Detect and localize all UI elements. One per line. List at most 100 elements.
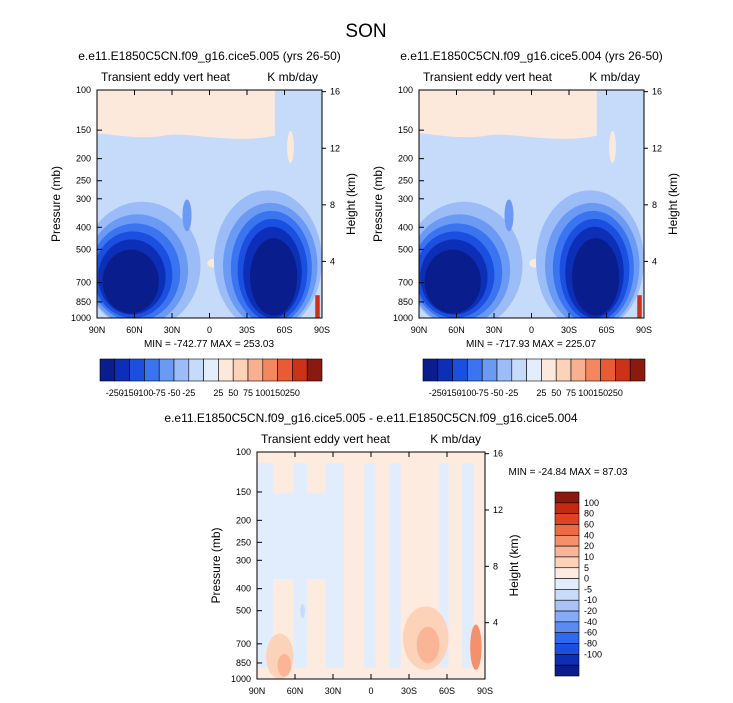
x-tick-label: 60N [287, 686, 304, 696]
colorbar-label: -25 [182, 388, 195, 398]
panel-subtitle-right: K mb/day [589, 70, 640, 84]
panel-title: e.e11.E1850C5CN.f09_g16.cice5.005 - e.e1… [164, 411, 578, 425]
colorbar-label: -40 [584, 617, 597, 627]
height-tick-label: 16 [330, 87, 340, 97]
colorbar-label: -20 [584, 606, 597, 616]
y-tick-label: 850 [398, 297, 413, 307]
height-tick-label: 16 [652, 87, 662, 97]
panel-subtitle-left: Transient eddy vert heat [261, 432, 391, 446]
colorbar-label: 60 [584, 519, 594, 529]
colorbar-swatch [585, 358, 601, 382]
colorbar-label: -150 [121, 388, 139, 398]
x-tick-label: 30N [325, 686, 342, 696]
x-tick-label: 90S [314, 325, 330, 335]
y-tick-label: 500 [398, 244, 413, 254]
x-tick-label: 30N [164, 325, 181, 335]
colorbar-swatch [554, 664, 580, 677]
height-tick-label: 4 [652, 256, 657, 266]
contour-field [257, 452, 485, 679]
x-tick-label: 0 [529, 325, 534, 335]
colorbar-label: -100 [135, 388, 153, 398]
x-tick-label: 90S [477, 686, 493, 696]
colorbar-swatch [554, 545, 580, 558]
colorbar-swatch [554, 578, 580, 590]
colorbar-swatch [554, 502, 580, 514]
colorbar-label: 80 [584, 509, 594, 519]
height-tick-label: 8 [493, 561, 498, 571]
y-tick-label: 850 [76, 297, 91, 307]
y-tick-label: 400 [76, 222, 91, 232]
colorbar-label: -250 [106, 388, 124, 398]
y-tick-label: 250 [76, 176, 91, 186]
colorbar-label: 150 [593, 388, 608, 398]
colorbar-swatch [203, 358, 219, 382]
colorbar-swatch [292, 358, 308, 382]
colorbar-label: -5 [584, 584, 592, 594]
x-tick-label: 0 [368, 686, 373, 696]
colorbar-label: -25 [505, 388, 518, 398]
y-axis-label-right: Height (km) [344, 173, 358, 235]
colorbar: -250-150-100 -75 -50 -25 25 50 75 100 150 250 [422, 358, 646, 398]
colorbar-swatch [467, 358, 483, 382]
height-tick-label: 12 [330, 143, 340, 153]
y-tick-label: 100 [398, 85, 413, 95]
y-tick-label: 300 [398, 194, 413, 204]
colorbar-swatch [554, 513, 580, 525]
x-tick-label: 60N [448, 325, 465, 335]
panel-2: e.e11.E1850C5CN.f09_g16.cice5.004 (yrs 2… [371, 49, 680, 398]
contour-field [419, 90, 644, 318]
colorbar-swatch [144, 358, 160, 382]
colorbar-swatch [600, 358, 616, 382]
colorbar: -250-150-100 -75 -50 -25 25 50 75 100 150 250 [99, 358, 323, 398]
panel-subtitle-left: Transient eddy vert heat [423, 70, 553, 84]
height-tick-label: 4 [493, 618, 498, 628]
colorbar-swatch [496, 358, 513, 382]
colorbar-label: 5 [584, 563, 589, 573]
colorbar-swatch [554, 567, 580, 579]
y-tick-label: 100 [236, 447, 251, 457]
colorbar-swatch [629, 358, 646, 382]
colorbar-label: -250 [429, 388, 447, 398]
x-tick-label: 90N [411, 325, 428, 335]
y-tick-label: 150 [76, 125, 91, 135]
colorbar-label: 0 [584, 574, 589, 584]
colorbar-swatch [114, 358, 130, 382]
colorbar-label: 75 [566, 388, 576, 398]
colorbar-label: 50 [228, 388, 238, 398]
colorbar-swatch [555, 358, 572, 382]
y-tick-label: 850 [236, 658, 251, 668]
y-tick-label: 300 [76, 194, 91, 204]
colorbar-label: 20 [584, 541, 594, 551]
x-tick-label: 0 [207, 325, 212, 335]
height-tick-label: 8 [330, 200, 335, 210]
stats-label: MIN = -742.77 MAX = 253.03 [144, 339, 275, 350]
y-axis-label: Pressure (mb) [49, 166, 63, 242]
y-tick-label: 1000 [231, 674, 251, 684]
y-axis-label-right: Height (km) [666, 173, 680, 235]
colorbar-swatch [422, 358, 439, 382]
colorbar-swatch [232, 358, 249, 382]
colorbar-swatch [554, 599, 580, 612]
colorbar-swatch [129, 358, 145, 382]
x-tick-label: 90N [89, 325, 106, 335]
colorbar-label: -10 [584, 595, 597, 605]
panel-subtitle-right: K mb/day [267, 70, 318, 84]
panel-1: e.e11.E1850C5CN.f09_g16.cice5.005 (yrs 2… [49, 49, 358, 398]
y-tick-label: 250 [236, 537, 251, 547]
x-tick-label: 60N [126, 325, 143, 335]
y-tick-label: 100 [76, 85, 91, 95]
height-tick-label: 8 [652, 200, 657, 210]
y-tick-label: 400 [236, 584, 251, 594]
colorbar-label: -100 [584, 649, 602, 659]
colorbar-swatch [188, 358, 204, 382]
y-axis-label-right: Height (km) [507, 534, 521, 596]
panel-subtitle-left: Transient eddy vert heat [101, 70, 231, 84]
y-tick-label: 700 [398, 278, 413, 288]
x-tick-label: 90S [636, 325, 652, 335]
panel-title: e.e11.E1850C5CN.f09_g16.cice5.005 (yrs 2… [78, 49, 341, 63]
colorbar-label: 100 [255, 388, 270, 398]
colorbar-label: -50 [490, 388, 503, 398]
y-tick-label: 250 [398, 176, 413, 186]
